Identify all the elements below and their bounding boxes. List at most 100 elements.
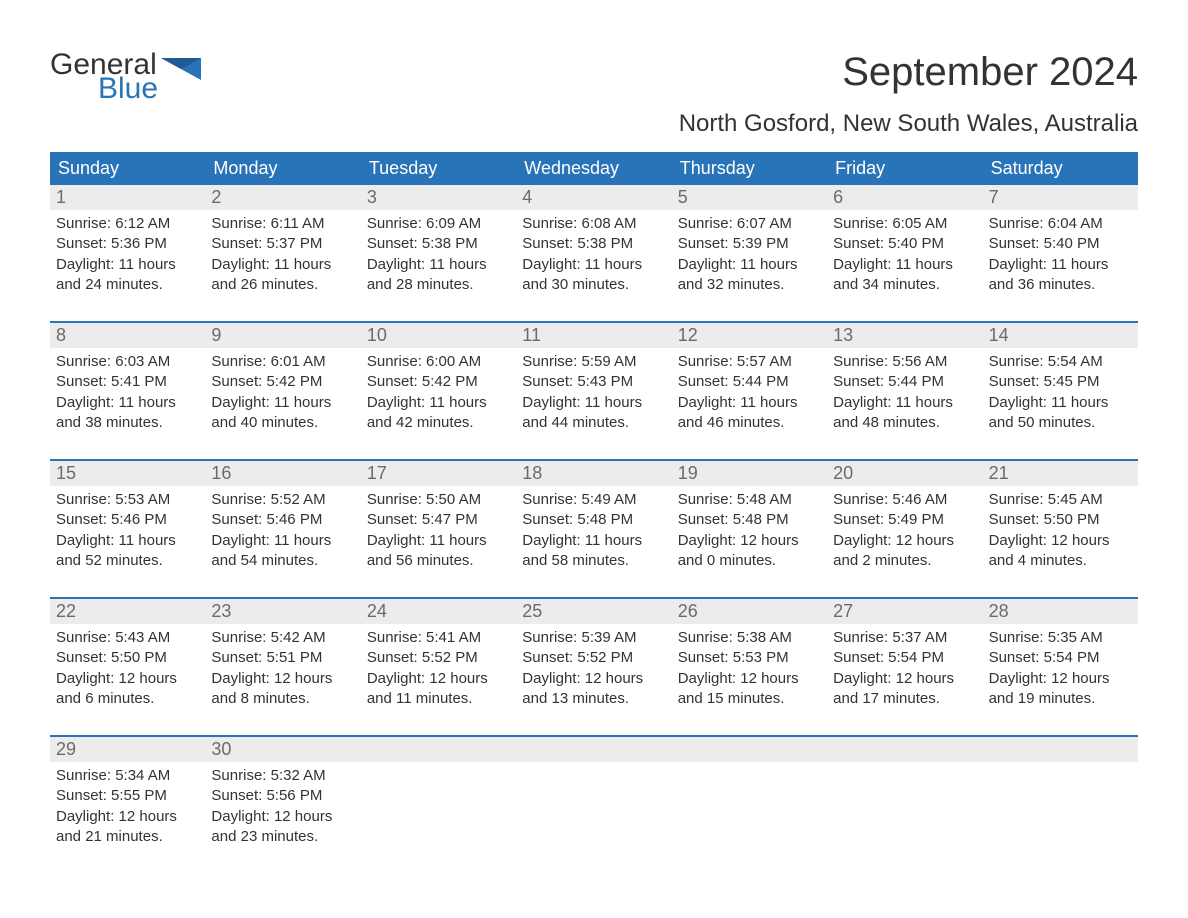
day-cell: Sunrise: 5:43 AMSunset: 5:50 PMDaylight:… bbox=[50, 624, 205, 711]
sunset-text: Sunset: 5:55 PM bbox=[56, 786, 199, 806]
day-number: 1 bbox=[50, 185, 205, 210]
sunset-text: Sunset: 5:40 PM bbox=[989, 234, 1132, 254]
d1-text: Daylight: 12 hours bbox=[989, 669, 1132, 689]
sunrise-text: Sunrise: 6:08 AM bbox=[522, 214, 665, 234]
day-cell: Sunrise: 6:01 AMSunset: 5:42 PMDaylight:… bbox=[205, 348, 360, 435]
day-cell: Sunrise: 5:53 AMSunset: 5:46 PMDaylight:… bbox=[50, 486, 205, 573]
sunset-text: Sunset: 5:54 PM bbox=[989, 648, 1132, 668]
d1-text: Daylight: 11 hours bbox=[211, 255, 354, 275]
day-header: Thursday bbox=[672, 152, 827, 185]
day-number: 23 bbox=[205, 599, 360, 624]
sunset-text: Sunset: 5:39 PM bbox=[678, 234, 821, 254]
sunset-text: Sunset: 5:44 PM bbox=[833, 372, 976, 392]
d1-text: Daylight: 12 hours bbox=[522, 669, 665, 689]
day-cell: Sunrise: 5:50 AMSunset: 5:47 PMDaylight:… bbox=[361, 486, 516, 573]
day-cell bbox=[361, 762, 516, 849]
d2-text: and 28 minutes. bbox=[367, 275, 510, 295]
sunrise-text: Sunrise: 6:01 AM bbox=[211, 352, 354, 372]
cells-row: Sunrise: 5:43 AMSunset: 5:50 PMDaylight:… bbox=[50, 624, 1138, 711]
sunrise-text: Sunrise: 5:41 AM bbox=[367, 628, 510, 648]
sunrise-text: Sunrise: 5:57 AM bbox=[678, 352, 821, 372]
d2-text: and 50 minutes. bbox=[989, 413, 1132, 433]
sunset-text: Sunset: 5:50 PM bbox=[989, 510, 1132, 530]
day-number: 28 bbox=[983, 599, 1138, 624]
day-cell: Sunrise: 5:37 AMSunset: 5:54 PMDaylight:… bbox=[827, 624, 982, 711]
day-number bbox=[983, 737, 1138, 762]
cells-row: Sunrise: 5:53 AMSunset: 5:46 PMDaylight:… bbox=[50, 486, 1138, 573]
day-cell: Sunrise: 5:38 AMSunset: 5:53 PMDaylight:… bbox=[672, 624, 827, 711]
day-number: 29 bbox=[50, 737, 205, 762]
sunset-text: Sunset: 5:38 PM bbox=[522, 234, 665, 254]
day-header: Sunday bbox=[50, 152, 205, 185]
sunset-text: Sunset: 5:36 PM bbox=[56, 234, 199, 254]
day-number: 14 bbox=[983, 323, 1138, 348]
day-cell: Sunrise: 6:09 AMSunset: 5:38 PMDaylight:… bbox=[361, 210, 516, 297]
sunset-text: Sunset: 5:47 PM bbox=[367, 510, 510, 530]
day-cell: Sunrise: 6:03 AMSunset: 5:41 PMDaylight:… bbox=[50, 348, 205, 435]
sunrise-text: Sunrise: 5:52 AM bbox=[211, 490, 354, 510]
d2-text: and 4 minutes. bbox=[989, 551, 1132, 571]
d1-text: Daylight: 12 hours bbox=[56, 669, 199, 689]
d2-text: and 36 minutes. bbox=[989, 275, 1132, 295]
sunrise-text: Sunrise: 6:09 AM bbox=[367, 214, 510, 234]
day-cell: Sunrise: 5:59 AMSunset: 5:43 PMDaylight:… bbox=[516, 348, 671, 435]
day-cell bbox=[983, 762, 1138, 849]
sunrise-text: Sunrise: 5:48 AM bbox=[678, 490, 821, 510]
sunset-text: Sunset: 5:42 PM bbox=[211, 372, 354, 392]
day-cell: Sunrise: 5:49 AMSunset: 5:48 PMDaylight:… bbox=[516, 486, 671, 573]
d1-text: Daylight: 12 hours bbox=[678, 531, 821, 551]
day-number bbox=[516, 737, 671, 762]
d1-text: Daylight: 11 hours bbox=[522, 531, 665, 551]
d2-text: and 2 minutes. bbox=[833, 551, 976, 571]
day-number: 20 bbox=[827, 461, 982, 486]
day-header: Wednesday bbox=[516, 152, 671, 185]
day-header: Monday bbox=[205, 152, 360, 185]
day-number: 27 bbox=[827, 599, 982, 624]
sunset-text: Sunset: 5:51 PM bbox=[211, 648, 354, 668]
d2-text: and 6 minutes. bbox=[56, 689, 199, 709]
day-cell: Sunrise: 5:56 AMSunset: 5:44 PMDaylight:… bbox=[827, 348, 982, 435]
day-cell: Sunrise: 5:45 AMSunset: 5:50 PMDaylight:… bbox=[983, 486, 1138, 573]
sunset-text: Sunset: 5:54 PM bbox=[833, 648, 976, 668]
day-number: 3 bbox=[361, 185, 516, 210]
day-cell: Sunrise: 6:00 AMSunset: 5:42 PMDaylight:… bbox=[361, 348, 516, 435]
d1-text: Daylight: 12 hours bbox=[211, 669, 354, 689]
day-cell: Sunrise: 5:41 AMSunset: 5:52 PMDaylight:… bbox=[361, 624, 516, 711]
d1-text: Daylight: 11 hours bbox=[989, 255, 1132, 275]
day-header: Saturday bbox=[983, 152, 1138, 185]
cells-row: Sunrise: 6:12 AMSunset: 5:36 PMDaylight:… bbox=[50, 210, 1138, 297]
sunrise-text: Sunrise: 6:03 AM bbox=[56, 352, 199, 372]
day-cell: Sunrise: 5:48 AMSunset: 5:48 PMDaylight:… bbox=[672, 486, 827, 573]
sunset-text: Sunset: 5:45 PM bbox=[989, 372, 1132, 392]
day-number: 8 bbox=[50, 323, 205, 348]
day-cell: Sunrise: 5:46 AMSunset: 5:49 PMDaylight:… bbox=[827, 486, 982, 573]
d2-text: and 24 minutes. bbox=[56, 275, 199, 295]
location-subtitle: North Gosford, New South Wales, Australi… bbox=[50, 110, 1138, 138]
d1-text: Daylight: 11 hours bbox=[678, 255, 821, 275]
day-number: 7 bbox=[983, 185, 1138, 210]
daynum-bar: 22232425262728 bbox=[50, 599, 1138, 624]
d2-text: and 0 minutes. bbox=[678, 551, 821, 571]
day-cell bbox=[827, 762, 982, 849]
d2-text: and 42 minutes. bbox=[367, 413, 510, 433]
weeks-container: 1234567Sunrise: 6:12 AMSunset: 5:36 PMDa… bbox=[50, 185, 1138, 849]
day-number: 25 bbox=[516, 599, 671, 624]
d1-text: Daylight: 12 hours bbox=[211, 807, 354, 827]
day-header-row: Sunday Monday Tuesday Wednesday Thursday… bbox=[50, 152, 1138, 185]
d2-text: and 52 minutes. bbox=[56, 551, 199, 571]
d2-text: and 17 minutes. bbox=[833, 689, 976, 709]
calendar-week: 22232425262728Sunrise: 5:43 AMSunset: 5:… bbox=[50, 597, 1138, 711]
daynum-bar: 2930 bbox=[50, 737, 1138, 762]
sunrise-text: Sunrise: 5:54 AM bbox=[989, 352, 1132, 372]
d1-text: Daylight: 11 hours bbox=[367, 531, 510, 551]
sunrise-text: Sunrise: 5:56 AM bbox=[833, 352, 976, 372]
day-cell: Sunrise: 6:11 AMSunset: 5:37 PMDaylight:… bbox=[205, 210, 360, 297]
sunset-text: Sunset: 5:40 PM bbox=[833, 234, 976, 254]
day-cell: Sunrise: 6:05 AMSunset: 5:40 PMDaylight:… bbox=[827, 210, 982, 297]
day-number: 26 bbox=[672, 599, 827, 624]
page-title: September 2024 bbox=[842, 50, 1138, 95]
day-number: 10 bbox=[361, 323, 516, 348]
day-cell: Sunrise: 5:52 AMSunset: 5:46 PMDaylight:… bbox=[205, 486, 360, 573]
daynum-bar: 1234567 bbox=[50, 185, 1138, 210]
sunrise-text: Sunrise: 5:35 AM bbox=[989, 628, 1132, 648]
